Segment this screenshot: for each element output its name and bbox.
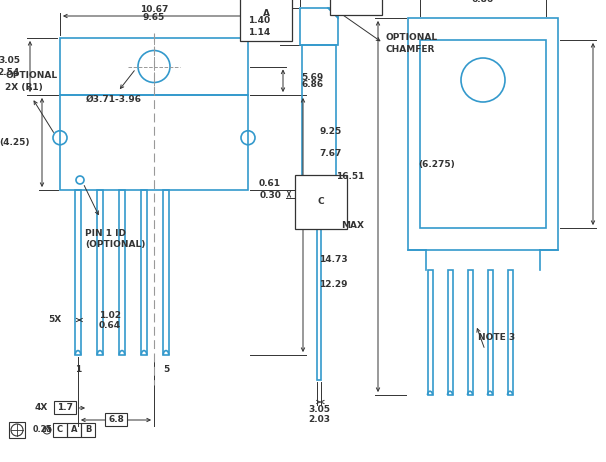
Text: 9.25: 9.25	[319, 127, 341, 136]
Text: 2.54: 2.54	[0, 68, 20, 77]
Text: 5.69: 5.69	[301, 73, 323, 82]
Text: C: C	[57, 426, 63, 434]
Text: 12.29: 12.29	[319, 280, 347, 289]
Bar	[141, 190, 147, 355]
Text: 1.14: 1.14	[248, 28, 270, 36]
Text: M: M	[44, 427, 50, 433]
Text: 6.86: 6.86	[472, 0, 494, 5]
Text: Ø3.71-3.96: Ø3.71-3.96	[86, 95, 142, 104]
Text: 3.05: 3.05	[308, 406, 330, 414]
Text: 0.25: 0.25	[33, 426, 53, 434]
Bar	[81, 423, 95, 437]
Text: 1.02: 1.02	[99, 310, 121, 320]
Bar	[467, 270, 473, 395]
Bar	[53, 423, 67, 437]
Text: 2X (R1): 2X (R1)	[5, 83, 43, 92]
Text: C: C	[318, 197, 324, 207]
Bar	[105, 413, 127, 426]
Text: 6.8: 6.8	[108, 415, 124, 425]
Text: 9.65: 9.65	[143, 13, 165, 23]
Bar	[75, 190, 81, 355]
Text: 5: 5	[163, 365, 169, 374]
Text: 14.73: 14.73	[319, 255, 348, 264]
Text: B: B	[85, 426, 91, 434]
Text: A: A	[262, 10, 270, 18]
Bar	[507, 270, 513, 395]
Bar	[408, 18, 558, 250]
Bar	[447, 270, 453, 395]
Bar	[97, 190, 103, 355]
Bar	[317, 190, 321, 380]
Bar	[420, 40, 546, 228]
Bar	[67, 423, 81, 437]
Text: (OPTIONAL): (OPTIONAL)	[85, 239, 145, 249]
Text: OPTIONAL: OPTIONAL	[5, 71, 57, 80]
Text: 5X: 5X	[48, 316, 61, 324]
Bar	[427, 270, 433, 395]
Text: (4.25): (4.25)	[0, 138, 30, 147]
Text: 10.67: 10.67	[140, 5, 168, 13]
Bar	[9, 422, 25, 438]
Text: 1: 1	[75, 365, 81, 374]
Text: 4X: 4X	[35, 403, 48, 413]
Text: CHAMFER: CHAMFER	[386, 45, 435, 55]
Text: 16.51: 16.51	[336, 172, 364, 181]
Text: MAX: MAX	[341, 221, 364, 230]
Text: 0.64: 0.64	[99, 321, 121, 329]
Text: A: A	[71, 426, 77, 434]
Text: 2.03: 2.03	[308, 415, 330, 425]
Bar	[300, 8, 338, 45]
Text: 6.86: 6.86	[301, 79, 323, 89]
Text: NOTE 3: NOTE 3	[478, 334, 515, 342]
Bar	[60, 38, 248, 95]
Text: PIN 1 ID: PIN 1 ID	[85, 229, 126, 237]
Bar	[119, 190, 125, 355]
Text: OPTIONAL: OPTIONAL	[386, 34, 438, 43]
Text: 0.30: 0.30	[259, 190, 281, 200]
Bar	[60, 95, 248, 190]
Text: (6.275): (6.275)	[418, 159, 454, 169]
Text: 7.67: 7.67	[319, 149, 341, 158]
Text: 1.7: 1.7	[57, 403, 73, 413]
Bar	[163, 190, 168, 355]
Text: 1.40: 1.40	[248, 17, 270, 25]
Text: 3.05: 3.05	[0, 56, 20, 65]
Bar	[487, 270, 493, 395]
Bar	[302, 45, 336, 190]
Bar	[54, 401, 76, 414]
Text: 0.61: 0.61	[259, 180, 281, 188]
